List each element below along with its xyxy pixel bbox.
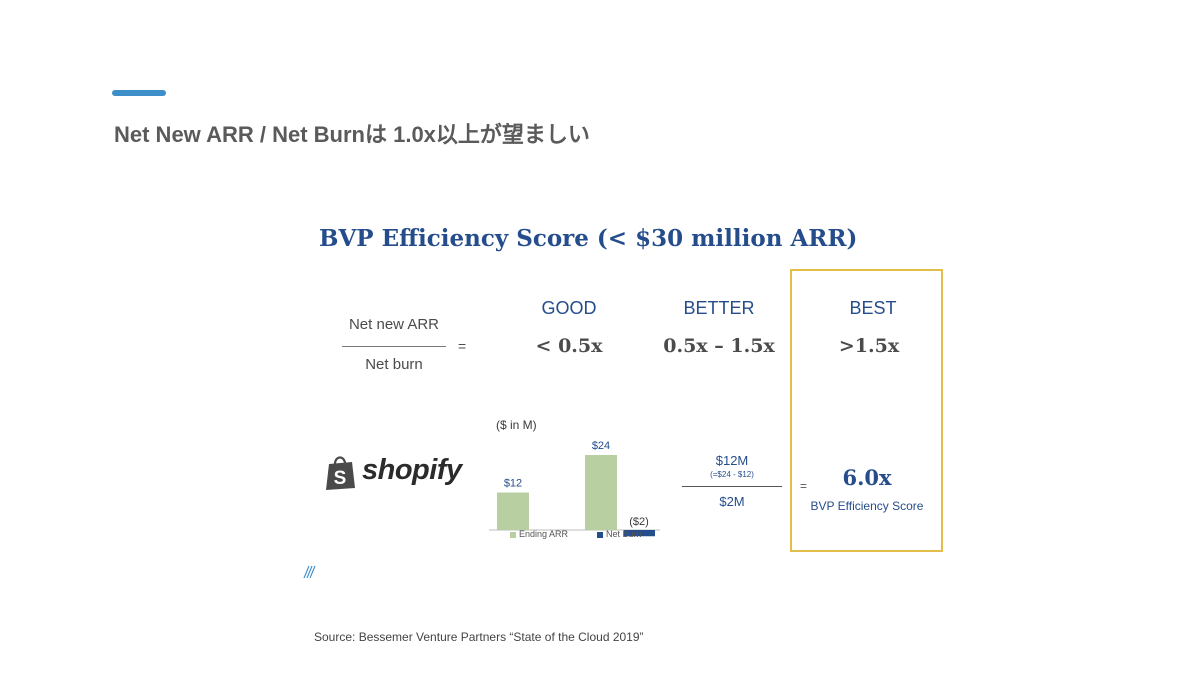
calc-numerator: $12M xyxy=(715,453,749,468)
formula-equals: = xyxy=(458,338,467,354)
tier-best-range: >1.5x xyxy=(838,335,900,357)
calc-denominator: $2M xyxy=(719,494,745,509)
chart-unit-label: ($ in M) xyxy=(496,418,537,432)
legend-ending-arr: Ending ARR xyxy=(510,529,568,539)
formula-divider xyxy=(342,346,446,347)
best-highlight-box xyxy=(790,269,943,552)
tier-best-label: BEST xyxy=(849,298,897,318)
legend-swatch xyxy=(597,531,603,538)
shopify-wordmark: shopify xyxy=(362,454,462,486)
tier-good-label: GOOD xyxy=(541,298,597,318)
shopping-bag-icon: S xyxy=(326,456,355,490)
bar-value-label: $12 xyxy=(504,478,522,490)
arr-burn-bar-chart: $12 $24 ($2) xyxy=(489,440,660,537)
title-accent-line xyxy=(112,90,166,96)
source-citation: Source: Bessemer Venture Partners “State… xyxy=(314,630,644,644)
calc-note: (=$24 - $12) xyxy=(710,470,754,479)
bvp-efficiency-figure: BVP Efficiency Score (< $30 million ARR)… xyxy=(300,215,960,615)
tier-better-range: 0.5x – 1.5x xyxy=(663,335,775,357)
legend-net-burn: Net Burn xyxy=(597,529,642,539)
calc-equals: = xyxy=(800,479,808,493)
calc-divider xyxy=(682,486,782,487)
bar-ending-arr xyxy=(497,492,529,530)
tier-better-label: BETTER xyxy=(683,298,755,318)
bar-value-label: ($2) xyxy=(629,516,649,528)
tier-good-range: < 0.5x xyxy=(535,335,603,357)
legend-swatch xyxy=(510,531,516,538)
efficiency-score-label: BVP Efficiency Score xyxy=(810,499,924,513)
legend-label: Net Burn xyxy=(606,529,642,539)
formula-denominator: Net burn xyxy=(365,356,423,373)
bvp-slash-icon xyxy=(303,565,316,579)
bar-ending-arr xyxy=(585,455,617,530)
formula-numerator: Net new ARR xyxy=(348,316,440,333)
svg-text:S: S xyxy=(334,468,347,489)
bar-net-burn xyxy=(624,530,655,537)
efficiency-score-value: 6.0x xyxy=(842,465,892,490)
figure-title: BVP Efficiency Score (< $30 million ARR) xyxy=(319,225,858,252)
slide-title: Net New ARR / Net Burnは 1.0x以上が望ましい xyxy=(114,122,590,147)
legend-label: Ending ARR xyxy=(519,529,569,539)
bar-value-label: $24 xyxy=(592,440,610,452)
